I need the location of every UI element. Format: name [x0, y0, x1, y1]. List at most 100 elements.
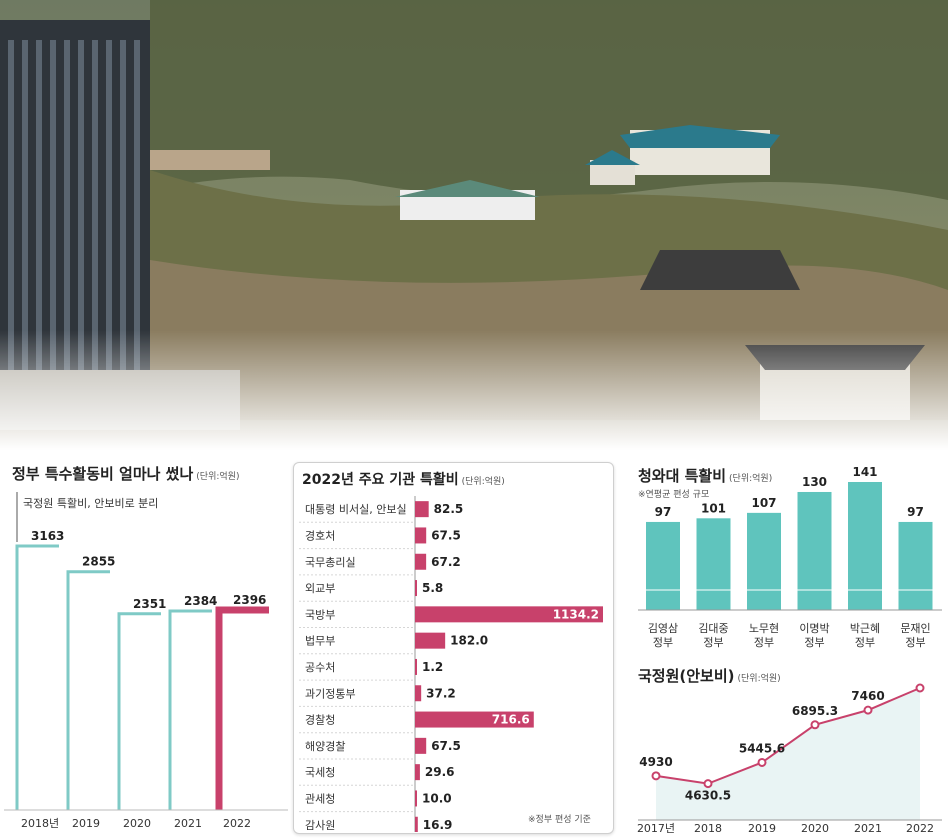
value-label-2: 107: [751, 496, 776, 510]
x-tick-bottom-5: 정부: [905, 636, 925, 649]
bar-과기정통부: [415, 685, 422, 702]
x-tick-2019: 2019: [72, 817, 100, 830]
right-bottom-title-row: 국정원(안보비) (단위:억원): [638, 665, 781, 686]
category-label-5: 법무부: [305, 635, 335, 648]
point-2017년: [651, 771, 661, 781]
x-tick-bottom-3: 정부: [804, 636, 824, 649]
value-label-4: 1134.2: [553, 607, 599, 621]
value-label-2022: 8312: [903, 680, 936, 681]
left-chart-title: 정부 특수활동비 얼마나 썼나: [12, 465, 194, 483]
bar-박근혜정부: [848, 482, 882, 610]
value-label-2018: 4630.5: [685, 789, 731, 803]
category-label-4: 국방부: [305, 608, 335, 621]
bar-대통령 비서실, 안보실: [415, 501, 429, 518]
value-label-4: 141: [852, 465, 877, 479]
category-label-7: 과기정통부: [305, 687, 356, 700]
x-tick-top-5: 문재인: [900, 622, 930, 635]
center-chart: 대통령 비서실, 안보실 82.5 경호처 67.5 국무총리실 67.2 외교부 5.8 국방…: [299, 496, 603, 832]
value-label-1: 101: [701, 501, 726, 515]
bar-2022: [215, 606, 269, 810]
bar-김대중정부: [696, 518, 731, 610]
right-bottom-unit: (단위:억원): [737, 674, 781, 684]
value-label-2019: 2855: [82, 555, 115, 569]
bar-국무총리실: [415, 553, 427, 570]
bar-해양경찰: [415, 737, 427, 754]
right-bottom-chart: 4930 2017년 4630.5 2018 5445.6 2019 6895.3 2020 7…: [637, 680, 942, 835]
bar-공수처: [415, 658, 417, 675]
category-label-6: 공수처: [305, 661, 335, 674]
left-chart-annotation: 국정원 특활비, 안보비로 분리: [23, 497, 159, 510]
category-label-12: 감사원: [305, 819, 335, 832]
x-tick-2022: 2022: [223, 817, 251, 830]
bar-관세청: [415, 790, 417, 807]
x-tick-2017년: 2017년: [637, 822, 675, 835]
point-2022: [915, 683, 925, 693]
right-bottom-title: 국정원(안보비): [638, 667, 735, 685]
right-top-title: 청와대 특활비: [638, 467, 727, 485]
x-tick-2022: 2022: [906, 822, 934, 835]
right-top-title-row: 청와대 특활비 (단위:억원): [638, 465, 772, 486]
right-top-subtitle: ※연평균 편성 규모: [638, 490, 710, 500]
security-budget-line: [655, 687, 921, 785]
category-label-3: 외교부: [305, 582, 335, 595]
photo-illustration: [0, 0, 948, 450]
x-tick-top-1: 김대중: [698, 622, 728, 635]
value-label-0: 82.5: [434, 502, 464, 516]
value-label-10: 29.6: [425, 765, 455, 779]
x-tick-top-4: 박근혜: [850, 622, 880, 635]
value-label-2019: 5445.6: [739, 741, 785, 755]
value-label-5: 97: [907, 505, 924, 519]
category-label-11: 관세청: [305, 792, 335, 805]
bar-경찰청: [415, 711, 534, 728]
x-tick-2021: 2021: [174, 817, 202, 830]
bar-국세청: [415, 764, 420, 781]
bar-2020: [117, 612, 161, 810]
point-2020: [810, 720, 820, 730]
value-label-2022: 2396: [233, 593, 266, 607]
value-label-2018년: 3163: [31, 529, 64, 543]
value-label-5: 182.0: [450, 634, 488, 648]
x-tick-bottom-1: 정부: [703, 636, 723, 649]
x-tick-2018: 2018: [694, 822, 722, 835]
x-tick-top-0: 김영삼: [648, 622, 678, 635]
x-tick-bottom-2: 정부: [754, 636, 774, 649]
line-area: [656, 688, 920, 820]
bar-2021: [168, 609, 212, 810]
category-label-9: 해양경찰: [305, 739, 345, 753]
point-2018: [703, 779, 713, 789]
value-label-2021: 7460: [851, 689, 884, 703]
value-label-3: 5.8: [422, 581, 443, 595]
x-tick-bottom-0: 정부: [653, 636, 673, 649]
value-label-8: 716.6: [492, 713, 530, 727]
right-top-unit: (단위:억원): [729, 474, 773, 484]
x-tick-2020: 2020: [801, 822, 829, 835]
category-label-10: 국세청: [305, 766, 335, 779]
x-tick-top-3: 이명박: [799, 622, 829, 635]
value-label-1: 67.5: [431, 528, 461, 542]
center-chart-footnote: ※정부 편성 기준: [528, 815, 591, 825]
x-tick-2019: 2019: [748, 822, 776, 835]
point-2021: [863, 705, 873, 715]
value-label-3: 130: [802, 475, 827, 489]
value-label-2020: 6895.3: [792, 704, 838, 718]
x-tick-2020: 2020: [123, 817, 151, 830]
bar-김영삼정부: [646, 521, 680, 610]
value-label-2017년: 4930: [639, 755, 672, 769]
bar-경호처: [415, 527, 427, 544]
category-label-0: 대통령 비서실, 안보실: [305, 503, 407, 516]
x-tick-2021: 2021: [854, 822, 882, 835]
value-label-11: 10.0: [422, 791, 452, 805]
left-chart-title-row: 정부 특수활동비 얼마나 썼나 (단위:억원): [12, 463, 239, 484]
bar-이명박정부: [797, 491, 832, 610]
category-label-2: 국무총리실: [305, 556, 356, 569]
x-tick-top-2: 노무현: [749, 622, 779, 635]
center-chart-panel: [293, 462, 614, 834]
value-label-2: 67.2: [431, 555, 461, 569]
value-label-12: 16.9: [423, 818, 453, 832]
bar-노무현정부: [747, 512, 781, 610]
value-label-7: 37.2: [426, 686, 456, 700]
blue-house-photo: [0, 0, 948, 450]
bar-문재인정부: [898, 521, 933, 610]
left-chart: 3163 2018년 2855 2019 2351 2020 2384 2021 2396 202…: [4, 492, 288, 830]
center-chart-unit: (단위:억원): [461, 477, 505, 487]
